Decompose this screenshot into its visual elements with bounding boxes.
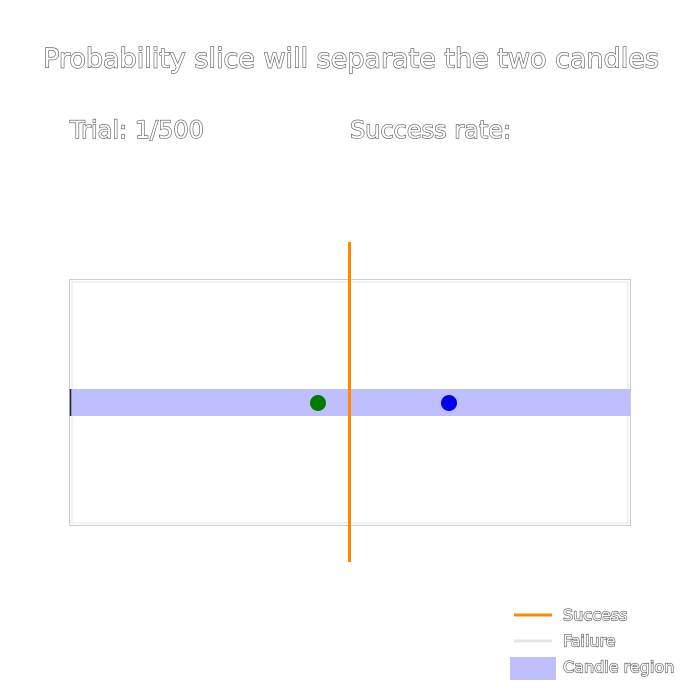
legend-success: Success (563, 606, 627, 625)
trial-counter: Trial: 1/500 (69, 116, 204, 144)
legend-region-swatch (510, 657, 556, 680)
success-rate: Success rate: (350, 116, 511, 144)
candle-blue (441, 395, 457, 411)
legend-region: Candle region (563, 658, 674, 677)
title: Probability slice will separate the two … (43, 44, 659, 75)
candle-green (310, 395, 326, 411)
legend-failure: Failure (563, 632, 616, 651)
